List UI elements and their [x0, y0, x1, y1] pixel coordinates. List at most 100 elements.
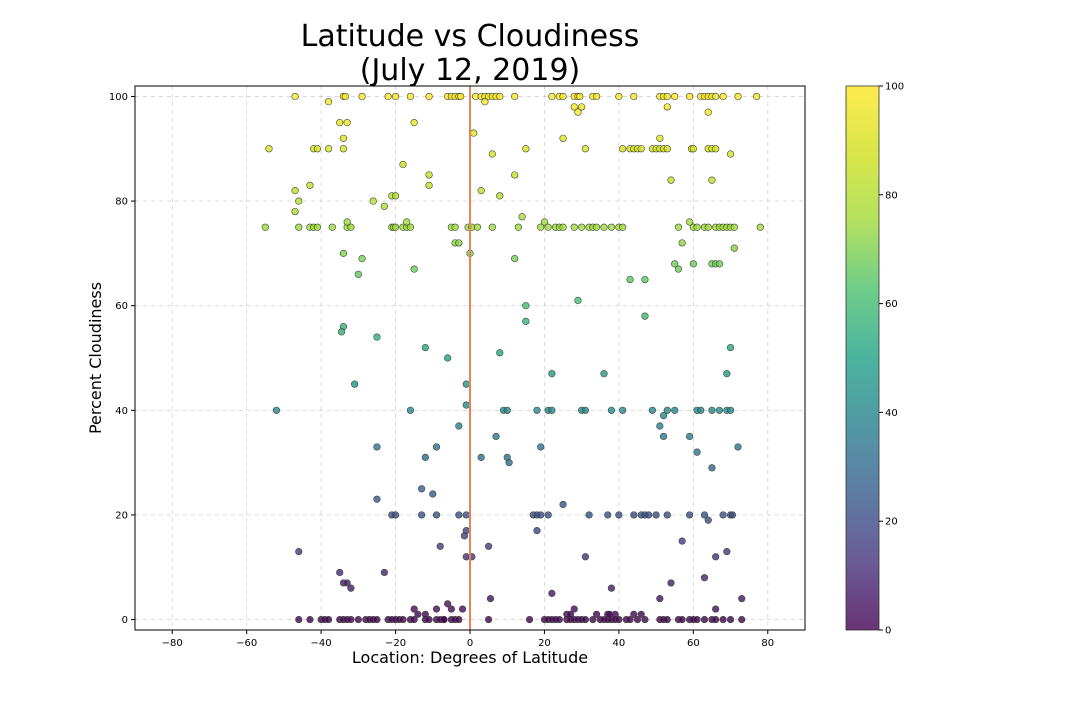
data-point [324, 615, 333, 624]
data-point [473, 223, 482, 231]
data-point [700, 615, 709, 624]
data-point [686, 218, 694, 226]
data-point [693, 615, 701, 624]
data-point [425, 615, 433, 624]
data-point [641, 275, 649, 284]
data-point [570, 605, 578, 613]
data-point [723, 547, 731, 556]
data-point [715, 406, 723, 414]
data-point [738, 615, 746, 624]
data-point [460, 532, 469, 540]
data-point [511, 255, 519, 263]
data-point [444, 600, 452, 608]
data-point [637, 610, 645, 618]
data-point [511, 92, 519, 101]
data-point [656, 134, 664, 142]
data-point [678, 239, 686, 247]
data-point [522, 317, 530, 325]
data-point [455, 422, 463, 430]
data-point [663, 511, 671, 519]
data-point [678, 615, 686, 624]
data-point [354, 615, 362, 624]
data-point [399, 160, 407, 169]
y-axis-ticks: 0 20 40 60 80 100 [109, 92, 135, 626]
data-point [462, 511, 470, 519]
data-point [630, 511, 638, 519]
data-point [425, 92, 433, 101]
data-point [686, 432, 694, 441]
data-point [488, 150, 496, 158]
y-tick-label: 80 [115, 197, 128, 208]
data-point [641, 615, 649, 624]
data-point [693, 448, 701, 456]
data-point [576, 92, 584, 101]
data-point [418, 485, 426, 493]
data-point [295, 223, 303, 231]
data-point [324, 145, 333, 153]
data-point [291, 187, 299, 195]
data-point [347, 615, 355, 624]
data-point [592, 223, 601, 231]
data-point [429, 490, 437, 498]
data-point [659, 432, 668, 441]
data-point [548, 589, 556, 597]
data-point [525, 615, 534, 624]
data-point [619, 145, 627, 153]
data-point [704, 108, 712, 116]
data-point [414, 610, 422, 618]
data-point [630, 610, 638, 618]
data-point [306, 615, 314, 624]
data-point [488, 223, 496, 231]
data-point [671, 406, 679, 414]
data-point [341, 92, 349, 101]
data-point [324, 98, 333, 106]
data-point [457, 92, 465, 101]
data-points [261, 92, 764, 624]
data-point [726, 150, 735, 158]
data-point [570, 103, 578, 111]
data-point [548, 370, 556, 378]
data-point [339, 145, 348, 153]
data-point [559, 500, 567, 509]
data-point [373, 495, 381, 503]
data-point [306, 181, 314, 189]
data-point [291, 207, 299, 216]
y-tick-label: 0 [122, 615, 128, 626]
data-point [708, 464, 716, 472]
colorbar-tick-label: 0 [885, 626, 891, 637]
data-point [537, 443, 545, 451]
data-point [403, 218, 411, 226]
data-point [373, 615, 381, 624]
data-point [555, 615, 563, 624]
data-point [667, 579, 675, 587]
data-point [496, 349, 504, 357]
y-tick-label: 40 [115, 406, 128, 417]
data-point [730, 223, 738, 231]
data-point [728, 511, 737, 519]
data-point [641, 312, 649, 320]
data-point [391, 223, 400, 231]
data-point [615, 92, 623, 101]
data-point [663, 406, 671, 414]
data-point [592, 610, 601, 618]
data-point [708, 406, 716, 414]
chart-subtitle: (July 12, 2019) [360, 53, 581, 88]
data-point [581, 406, 589, 414]
data-point [522, 145, 530, 153]
data-point [652, 511, 660, 519]
data-point [671, 92, 679, 101]
data-point [723, 370, 731, 378]
data-point [574, 108, 582, 116]
data-point [514, 223, 522, 231]
data-point [719, 511, 727, 519]
data-point [481, 98, 489, 106]
colorbar-tick-label: 20 [885, 517, 898, 528]
data-point [734, 443, 742, 451]
data-point [380, 568, 388, 577]
y-tick-label: 100 [109, 92, 128, 103]
data-point [522, 302, 530, 310]
data-point [730, 244, 738, 252]
data-point [261, 223, 269, 231]
data-point [339, 134, 348, 142]
